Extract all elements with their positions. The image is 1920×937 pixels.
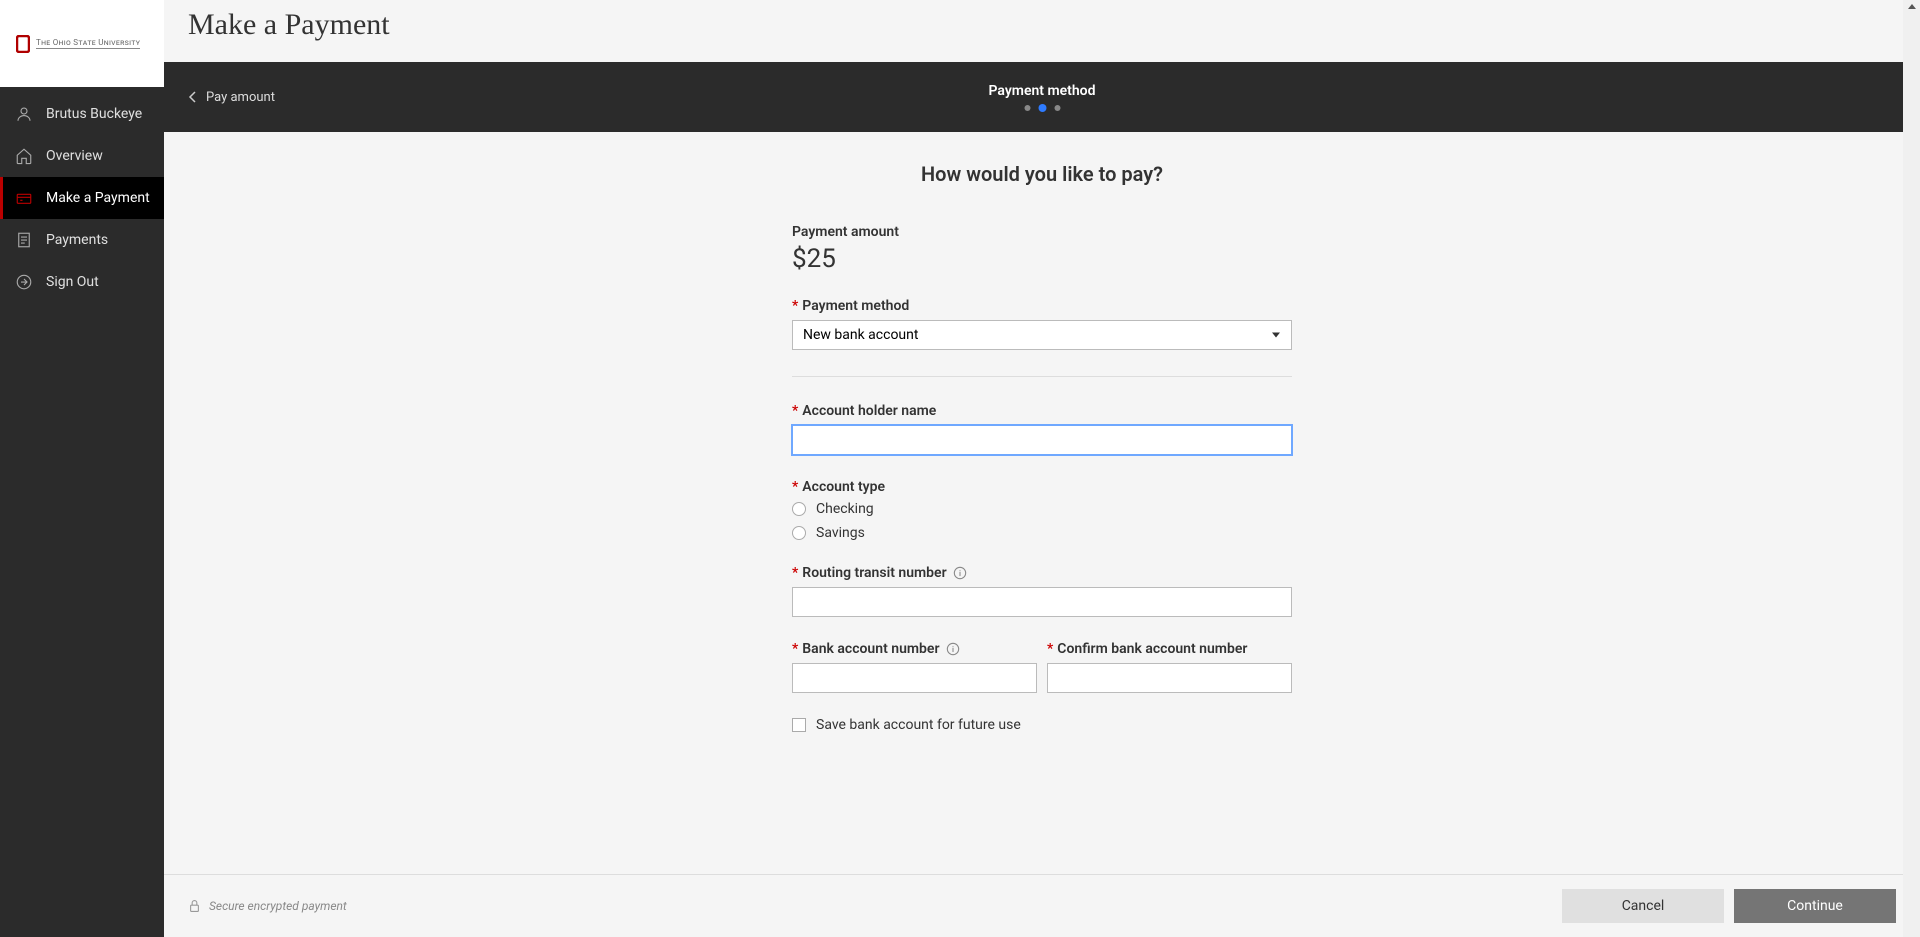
sidebar-item-label: Make a Payment (46, 190, 150, 206)
scroll-up-icon (1908, 4, 1916, 9)
back-link-label: Pay amount (206, 90, 275, 105)
routing-label: * Routing transit number (792, 565, 1292, 581)
payment-method-group: * Payment method New bank account (792, 298, 1292, 350)
sidebar-item-label: Payments (46, 232, 108, 248)
radio-label: Checking (816, 501, 874, 517)
step-dot-3 (1054, 105, 1060, 111)
stepper-current-label: Payment method (989, 83, 1096, 99)
payment-method-select[interactable]: New bank account (792, 320, 1292, 350)
page-header: Make a Payment (164, 0, 1920, 62)
signout-icon (14, 272, 34, 292)
footer-bar: Secure encrypted payment Cancel Continue (164, 874, 1920, 937)
scrollbar[interactable] (1903, 0, 1920, 937)
continue-button[interactable]: Continue (1734, 889, 1896, 923)
payment-amount-label: Payment amount (792, 224, 1292, 240)
radio-icon (792, 502, 806, 516)
payment-method-label: * Payment method (792, 298, 1292, 314)
payment-amount-group: Payment amount $25 (792, 224, 1292, 274)
account-holder-input[interactable] (792, 425, 1292, 455)
radio-label: Savings (816, 525, 865, 541)
routing-input[interactable] (792, 587, 1292, 617)
bank-account-group: * Bank account number (792, 641, 1037, 693)
confirm-bank-group: * Confirm bank account number (1047, 641, 1292, 693)
main-content: Make a Payment Pay amount Payment method… (164, 0, 1920, 937)
payment-icon (14, 188, 34, 208)
stepper-bar: Pay amount Payment method (164, 62, 1920, 132)
account-type-group: * Account type Checking Savings (792, 479, 1292, 541)
sidebar-item-signout[interactable]: Sign Out (0, 261, 164, 303)
sidebar-user-label: Brutus Buckeye (46, 106, 142, 122)
logo-o-icon (16, 35, 30, 53)
account-type-label: * Account type (792, 479, 1292, 495)
required-marker: * (1047, 641, 1053, 657)
secure-note: Secure encrypted payment (188, 899, 347, 913)
sidebar-item-make-payment[interactable]: Make a Payment (0, 177, 164, 219)
bank-account-row: * Bank account number * Confirm bank acc… (792, 641, 1292, 693)
sidebar: The Ohio State University Brutus Buckeye… (0, 0, 164, 937)
bank-account-input[interactable] (792, 663, 1037, 693)
step-dot-1 (1024, 105, 1030, 111)
stepper-center: Payment method (989, 83, 1096, 112)
save-account-checkbox[interactable]: Save bank account for future use (792, 717, 1292, 733)
brand-name: The Ohio State University (36, 38, 140, 49)
brand-logo: The Ohio State University (0, 0, 164, 87)
form-area: How would you like to pay? Payment amoun… (164, 132, 1920, 874)
sidebar-item-payments[interactable]: Payments (0, 219, 164, 261)
info-icon[interactable] (953, 566, 967, 580)
save-account-label: Save bank account for future use (816, 717, 1021, 733)
user-icon (14, 104, 34, 124)
sidebar-item-label: Sign Out (46, 274, 99, 290)
divider (792, 376, 1292, 377)
receipt-icon (14, 230, 34, 250)
required-marker: * (792, 641, 798, 657)
sidebar-item-label: Overview (46, 148, 103, 164)
step-dot-2 (1038, 104, 1046, 112)
required-marker: * (792, 565, 798, 581)
required-marker: * (792, 298, 798, 314)
cancel-button[interactable]: Cancel (1562, 889, 1724, 923)
confirm-bank-label: * Confirm bank account number (1047, 641, 1292, 657)
stepper-dots (989, 105, 1096, 112)
required-marker: * (792, 403, 798, 419)
account-holder-label: * Account holder name (792, 403, 1292, 419)
secure-text: Secure encrypted payment (209, 899, 347, 913)
bank-account-label: * Bank account number (792, 641, 1037, 657)
home-icon (14, 146, 34, 166)
radio-icon (792, 526, 806, 540)
sidebar-user[interactable]: Brutus Buckeye (0, 93, 164, 135)
routing-group: * Routing transit number (792, 565, 1292, 617)
form-heading: How would you like to pay? (792, 162, 1292, 186)
confirm-bank-input[interactable] (1047, 663, 1292, 693)
lock-icon (188, 899, 201, 913)
info-icon[interactable] (946, 642, 960, 656)
footer-buttons: Cancel Continue (1562, 889, 1896, 923)
radio-checking[interactable]: Checking (792, 501, 1292, 517)
sidebar-item-overview[interactable]: Overview (0, 135, 164, 177)
radio-savings[interactable]: Savings (792, 525, 1292, 541)
back-link[interactable]: Pay amount (188, 90, 275, 105)
chevron-left-icon (188, 90, 198, 104)
page-title: Make a Payment (188, 8, 1896, 42)
required-marker: * (792, 479, 798, 495)
account-holder-group: * Account holder name (792, 403, 1292, 455)
payment-amount-value: $25 (792, 244, 1292, 274)
checkbox-icon (792, 718, 806, 732)
